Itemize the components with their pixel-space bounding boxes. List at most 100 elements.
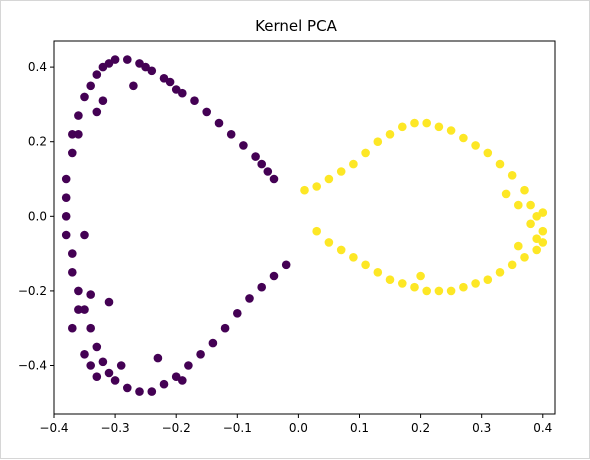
data-point bbox=[459, 282, 468, 292]
data-point bbox=[123, 383, 132, 393]
data-point bbox=[74, 130, 83, 139]
data-point bbox=[471, 141, 480, 150]
y-tick-label: 0.4 bbox=[28, 60, 47, 74]
data-point bbox=[349, 252, 358, 262]
data-point bbox=[86, 290, 95, 299]
data-point bbox=[514, 241, 523, 251]
data-point bbox=[184, 361, 193, 370]
data-point bbox=[190, 96, 199, 105]
data-point bbox=[398, 279, 407, 288]
data-point bbox=[495, 268, 505, 277]
data-point bbox=[86, 81, 95, 91]
data-point bbox=[446, 286, 456, 296]
data-point bbox=[80, 305, 89, 314]
data-point bbox=[495, 159, 505, 169]
data-point bbox=[171, 85, 181, 94]
data-point bbox=[104, 297, 114, 307]
data-point bbox=[501, 189, 511, 199]
data-point bbox=[68, 249, 77, 258]
data-point bbox=[300, 185, 309, 195]
data-point bbox=[68, 130, 77, 139]
data-point bbox=[135, 387, 144, 396]
data-point bbox=[159, 379, 169, 389]
data-point bbox=[514, 200, 523, 210]
data-point bbox=[257, 159, 267, 169]
data-point bbox=[398, 122, 407, 132]
data-point bbox=[434, 122, 444, 132]
x-tick-label: 0.3 bbox=[472, 421, 491, 435]
data-point bbox=[92, 342, 102, 352]
data-point bbox=[61, 230, 71, 240]
data-point bbox=[483, 275, 493, 285]
data-point bbox=[507, 171, 517, 180]
data-point bbox=[68, 323, 77, 333]
data-point bbox=[385, 275, 395, 285]
data-point bbox=[129, 81, 138, 91]
y-tick-label: −0.4 bbox=[18, 359, 47, 373]
data-point bbox=[147, 66, 157, 76]
data-point bbox=[68, 148, 77, 158]
data-point bbox=[92, 107, 102, 117]
data-point bbox=[312, 182, 322, 191]
data-point bbox=[86, 361, 95, 370]
data-point bbox=[336, 167, 346, 176]
data-point bbox=[434, 286, 444, 296]
data-point bbox=[526, 200, 535, 210]
data-point bbox=[312, 226, 322, 236]
x-tick-label: −0.4 bbox=[39, 421, 68, 435]
plot-area bbox=[53, 40, 556, 415]
data-point bbox=[281, 260, 291, 270]
data-point bbox=[80, 92, 89, 102]
x-tick-label: 0.1 bbox=[350, 421, 369, 435]
data-point bbox=[233, 309, 242, 318]
data-point bbox=[410, 282, 419, 292]
data-point bbox=[98, 96, 108, 105]
data-point bbox=[373, 268, 383, 277]
data-point bbox=[104, 368, 114, 378]
x-tick-label: 0.2 bbox=[411, 421, 430, 435]
x-tick-label: −0.2 bbox=[162, 421, 191, 435]
data-point bbox=[361, 148, 370, 158]
data-point bbox=[80, 230, 89, 240]
points-layer bbox=[61, 55, 548, 396]
data-point bbox=[385, 130, 395, 139]
data-point bbox=[361, 260, 370, 270]
data-point bbox=[214, 118, 224, 128]
data-point bbox=[135, 59, 144, 68]
y-tick-label: −0.2 bbox=[18, 284, 47, 298]
data-point bbox=[98, 62, 108, 72]
y-tick-label: 0.2 bbox=[28, 135, 47, 149]
data-point bbox=[196, 350, 205, 359]
data-point bbox=[538, 226, 548, 236]
data-point bbox=[416, 271, 425, 281]
data-point bbox=[336, 245, 346, 255]
data-point bbox=[68, 268, 77, 277]
data-point bbox=[98, 357, 108, 367]
data-point bbox=[251, 152, 260, 161]
data-point bbox=[410, 118, 419, 128]
data-point bbox=[80, 350, 89, 359]
x-tick-label: −0.3 bbox=[101, 421, 130, 435]
data-point bbox=[92, 372, 102, 382]
data-point bbox=[373, 137, 383, 146]
data-point bbox=[74, 305, 83, 314]
data-point bbox=[257, 282, 267, 292]
y-tick-label: 0.0 bbox=[28, 209, 47, 223]
x-tick-label: 0.4 bbox=[533, 421, 552, 435]
data-point bbox=[86, 323, 95, 333]
data-point bbox=[459, 133, 468, 143]
data-point bbox=[349, 159, 358, 169]
data-point bbox=[324, 174, 334, 184]
data-point bbox=[153, 353, 163, 363]
x-axis: −0.4 −0.3 −0.2 −0.1 0.0 0.1 0.2 0.3 0.4 bbox=[39, 414, 552, 435]
data-point bbox=[471, 279, 480, 288]
data-point bbox=[520, 185, 529, 195]
data-point bbox=[507, 260, 517, 270]
data-point bbox=[74, 111, 83, 120]
data-point bbox=[147, 387, 157, 396]
data-point bbox=[61, 174, 71, 184]
data-point bbox=[61, 212, 71, 221]
data-point bbox=[61, 193, 71, 202]
data-point bbox=[532, 245, 541, 255]
